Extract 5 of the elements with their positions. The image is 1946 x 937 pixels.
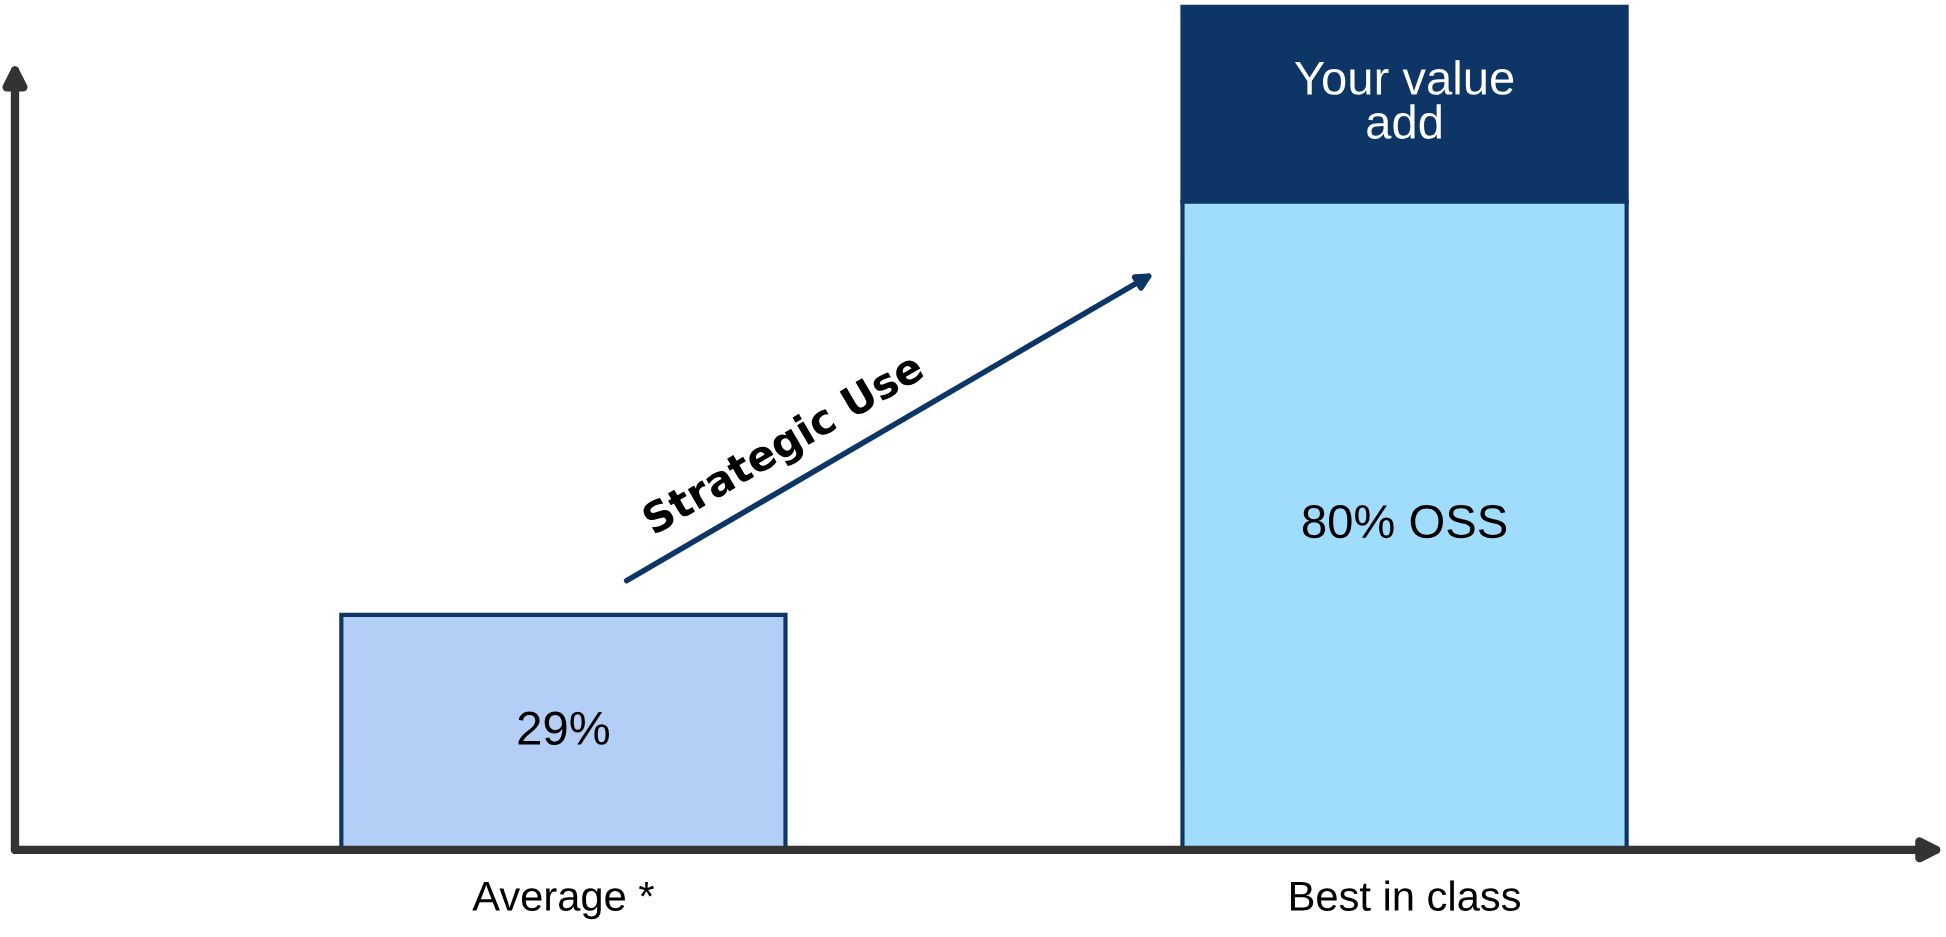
series-label: Your value add [1294,60,1514,139]
data-label: 29% [518,711,609,746]
x-tick-label: Best in class [1291,880,1520,912]
data-label: 80% OSS [1302,504,1507,539]
x-tick-label: Average * [472,881,654,920]
